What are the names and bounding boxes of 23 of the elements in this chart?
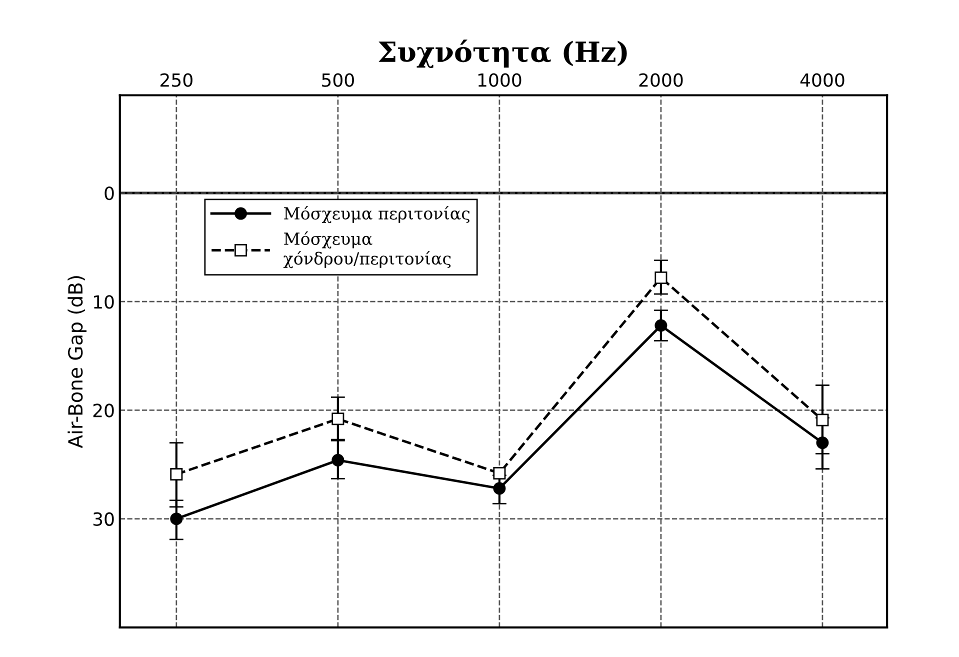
y-tick-label: 0 xyxy=(104,186,114,200)
point xyxy=(654,319,668,332)
point xyxy=(816,436,829,450)
point xyxy=(170,468,183,481)
point xyxy=(654,271,668,284)
point xyxy=(493,482,506,495)
point xyxy=(493,466,506,480)
point xyxy=(170,512,183,526)
x-axis-title: Συχνότητα (Hz) xyxy=(378,40,627,68)
x-tick-label: 1000 xyxy=(478,73,522,87)
x-tick-label: 4000 xyxy=(800,73,844,87)
legend-label: Μόσχευμα περιτονίας xyxy=(284,206,470,224)
y-axis-title: Air-Bone Gap (dB) xyxy=(68,276,86,448)
y-tick-label: 30 xyxy=(93,512,114,526)
x-tick-label: 250 xyxy=(160,73,192,87)
x-tick-label: 2000 xyxy=(639,73,683,87)
point xyxy=(332,412,344,426)
x-tick-label: 500 xyxy=(322,73,354,87)
y-tick-label: 20 xyxy=(93,404,114,418)
point xyxy=(332,454,344,466)
point xyxy=(816,414,829,426)
legend-label: Μόσχευμα χόνδρου/περιτονίας xyxy=(283,231,451,268)
y-tick-label: 10 xyxy=(94,295,114,309)
